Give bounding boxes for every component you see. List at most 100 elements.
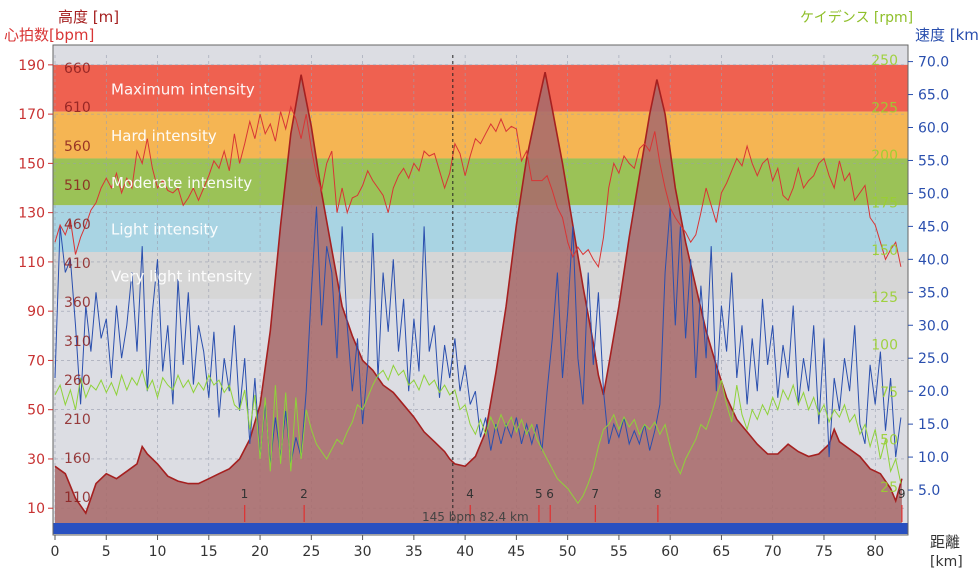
distance-axis-unit: [km] <box>930 554 963 569</box>
zone-label: Light intensity <box>111 221 218 239</box>
speed-tick-label: 45.0 <box>918 219 949 235</box>
speed-axis-title: 速度 [km <box>915 26 979 44</box>
x-tick-label: 80 <box>866 544 884 560</box>
speed-line <box>54 206 902 464</box>
distance-bar <box>53 523 908 534</box>
lap-label: 6 <box>546 487 554 501</box>
hr-tick-label: 130 <box>18 206 45 222</box>
intensity-zones <box>53 64 908 299</box>
x-tick-label: 75 <box>815 544 833 560</box>
cadence-axis-title: ケイデンス [rpm] <box>800 9 913 26</box>
cadence-tick-label: 150 <box>871 243 898 259</box>
x-tick-label: 20 <box>251 544 269 560</box>
speed-tick-label: 15.0 <box>918 417 949 433</box>
cadence-tick-label: 75 <box>880 385 898 401</box>
heart-rate-line <box>54 105 902 269</box>
speed-tick-label: 20.0 <box>918 384 949 400</box>
x-tick-label: 60 <box>661 544 679 560</box>
heart-rate-axis-title: 心拍数[bpm] <box>4 26 94 44</box>
zone-band <box>53 111 908 159</box>
speed-tick-label: 65.0 <box>918 88 949 104</box>
hr-tick-label: 150 <box>18 156 45 172</box>
x-tick-label: 45 <box>507 544 525 560</box>
distance-axis-title: 距離 <box>930 533 960 551</box>
zone-band <box>53 252 908 299</box>
cadence-tick-label: 100 <box>871 338 898 354</box>
speed-tick-label: 70.0 <box>918 55 949 71</box>
zone-label: Hard intensity <box>111 127 217 145</box>
x-tick-label: 10 <box>149 544 167 560</box>
x-tick-label: 65 <box>713 544 731 560</box>
cadence-tick-label: 25 <box>880 480 898 496</box>
altitude-tick-label: 160 <box>64 451 91 467</box>
x-tick-label: 25 <box>302 544 320 560</box>
x-tick-label: 30 <box>354 544 372 560</box>
heart-rate-series <box>54 105 902 269</box>
hr-tick-label: 190 <box>18 58 45 74</box>
cadence-tick-label: 225 <box>871 100 898 116</box>
altitude-tick-label: 510 <box>64 178 91 194</box>
x-tick-label: 50 <box>559 544 577 560</box>
zone-label: Very light intensity <box>111 267 252 285</box>
x-tick-label: 40 <box>456 544 474 560</box>
altitude-tick-label: 410 <box>64 256 91 272</box>
hr-tick-label: 90 <box>27 304 45 320</box>
altitude-tick-label: 460 <box>64 217 91 233</box>
lap-label: 2 <box>300 487 308 501</box>
speed-tick-label: 60.0 <box>918 121 949 137</box>
zone-labels: Maximum intensity Hard intensity Moderate … <box>111 80 255 285</box>
lap-label: 4 <box>466 487 474 501</box>
hr-tick-label: 30 <box>27 452 45 468</box>
speed-tick-label: 30.0 <box>918 318 949 334</box>
lap-label: 8 <box>654 487 662 501</box>
x-tick-label: 35 <box>405 544 423 560</box>
zone-band <box>53 64 908 112</box>
cadence-tick-label: 250 <box>871 53 898 69</box>
altitude-axis-title: 高度 [m] <box>58 8 119 26</box>
cadence-tick-label: 200 <box>871 148 898 164</box>
altitude-area <box>54 72 903 523</box>
altitude-tick-label: 310 <box>64 334 91 350</box>
plot-frame <box>52 44 909 536</box>
x-tick-label: 15 <box>200 544 218 560</box>
speed-tick-label: 25.0 <box>918 351 949 367</box>
speed-tick-label: 10.0 <box>918 450 949 466</box>
cadence-tick-label: 175 <box>871 195 898 211</box>
cadence-tick-label: 50 <box>880 433 898 449</box>
altitude-tick-label: 610 <box>64 100 91 116</box>
hr-tick-label: 70 <box>27 353 45 369</box>
speed-tick-label: 50.0 <box>918 186 949 202</box>
zone-label: Maximum intensity <box>111 80 255 98</box>
x-tick-label: 0 <box>51 544 60 560</box>
x-tick-label: 70 <box>764 544 782 560</box>
x-tick-label: 5 <box>102 544 111 560</box>
cursor-readout: 145 bpm 82.4 km <box>422 510 529 524</box>
speed-tick-label: 55.0 <box>918 153 949 169</box>
hr-tick-label: 50 <box>27 403 45 419</box>
zone-band <box>53 158 908 206</box>
zone-label: Moderate intensity <box>111 174 252 192</box>
speed-series <box>54 206 902 464</box>
cadence-series <box>54 364 902 505</box>
zone-band <box>53 205 908 253</box>
altitude-line <box>54 72 903 515</box>
axes: 0 5 10 15 20 25 30 35 40 45 50 55 60 65 70 75 8010305070… <box>18 53 949 560</box>
altitude-tick-label: 660 <box>64 61 91 77</box>
lap-label: 5 <box>535 487 543 501</box>
lap-label: 9 <box>898 487 906 501</box>
altitude-tick-label: 110 <box>64 490 91 506</box>
speed-tick-label: 40.0 <box>918 252 949 268</box>
altitude-fill <box>55 72 902 523</box>
x-tick-label: 55 <box>610 544 628 560</box>
lap-label: 1 <box>241 487 249 501</box>
hr-tick-label: 110 <box>18 255 45 271</box>
altitude-tick-label: 360 <box>64 295 91 311</box>
altitude-tick-label: 260 <box>64 373 91 389</box>
cadence-tick-label: 125 <box>871 290 898 306</box>
speed-tick-label: 35.0 <box>918 285 949 301</box>
cadence-line <box>54 364 902 505</box>
speed-tick-label: 5.0 <box>918 483 940 499</box>
altitude-tick-label: 560 <box>64 139 91 155</box>
